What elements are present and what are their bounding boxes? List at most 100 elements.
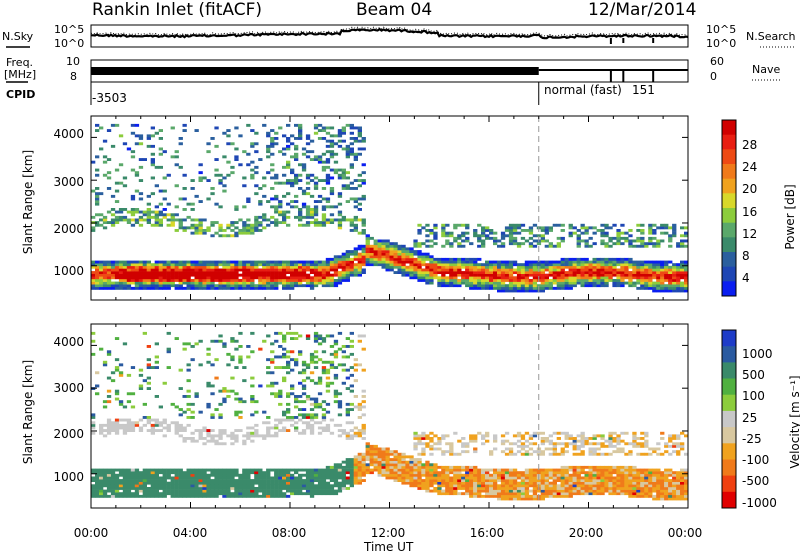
power-panel-cell <box>114 271 120 274</box>
velocity-panel-cell <box>612 437 617 440</box>
power-panel-cell <box>333 255 339 259</box>
velocity-panel-cell <box>580 492 585 496</box>
velocity-panel-cell <box>242 442 247 446</box>
power-panel-cell <box>580 263 585 267</box>
velocity-panel-cell <box>170 476 175 480</box>
power-panel-cell <box>640 271 645 274</box>
power-panel-cell <box>290 184 295 188</box>
power-panel-cell <box>234 265 239 269</box>
power-panel-cell <box>198 268 203 272</box>
velocity-panel-cell <box>385 450 390 454</box>
velocity-panel-cell <box>608 437 613 440</box>
velocity-panel-cell <box>290 484 295 488</box>
power-panel-cell <box>91 273 96 277</box>
velocity-panel-cell <box>178 492 183 496</box>
velocity-panel-cell <box>278 494 283 498</box>
power-cb-24: 24 <box>742 160 758 174</box>
velocity-panel-cell <box>166 471 171 475</box>
velocity-panel-cell <box>106 471 112 475</box>
power-panel-cell <box>552 276 557 280</box>
velocity-panel-cell <box>294 358 299 362</box>
power-panel-cell <box>166 173 171 177</box>
power-panel-cell <box>672 265 677 269</box>
power-panel-cell <box>305 181 311 185</box>
power-panel-cell <box>91 286 96 290</box>
velocity-panel-cell <box>429 439 434 443</box>
power-panel-cell <box>453 223 458 227</box>
velocity-panel-cell <box>102 471 108 475</box>
power-panel-cell <box>134 134 140 138</box>
power-panel-cell <box>142 286 147 290</box>
velocity-panel-cell <box>393 460 398 464</box>
velocity-panel-cell <box>329 476 335 480</box>
power-panel-cell <box>584 239 589 243</box>
power-panel-cell <box>349 252 354 256</box>
power-panel-cell <box>516 271 522 274</box>
power-panel-cell <box>600 231 605 235</box>
power-panel-cell <box>210 286 215 290</box>
power-panel-cell <box>612 284 617 288</box>
power-panel-cell <box>190 273 195 277</box>
power-panel-cell <box>489 286 494 290</box>
power-panel-cell <box>274 197 279 201</box>
power-panel-cell <box>138 197 144 201</box>
power-panel-cell <box>214 158 219 161</box>
power-panel-cell <box>608 239 613 243</box>
power-panel-cell <box>194 229 199 232</box>
power-panel-cell <box>246 226 251 230</box>
velocity-panel-cell <box>313 402 319 406</box>
power-panel-cell <box>365 239 370 243</box>
power-panel-cell <box>485 268 490 272</box>
velocity-panel-cell <box>481 481 486 485</box>
velocity-panel-cell <box>230 337 235 340</box>
power-panel-cell <box>421 242 426 246</box>
power-panel-cell <box>389 257 394 261</box>
velocity-panel-cell <box>325 368 331 372</box>
velocity-panel-cell <box>449 444 454 448</box>
velocity-panel-cell <box>445 473 450 477</box>
power-panel-cell <box>588 226 593 230</box>
power-panel-cell <box>190 286 195 290</box>
velocity-panel-cell <box>278 489 283 493</box>
power-panel-cell <box>449 281 454 285</box>
power-panel-cell <box>568 231 573 235</box>
power-panel-cell <box>349 223 354 227</box>
velocity-panel-cell <box>298 492 303 496</box>
power-panel-cell <box>596 284 601 288</box>
power-panel-cell <box>218 271 223 274</box>
power-panel-cell <box>373 244 378 248</box>
velocity-panel-cell <box>278 471 283 475</box>
power-panel-cell <box>441 281 446 285</box>
velocity-panel-cell <box>206 381 211 385</box>
power-panel-cell <box>612 223 617 227</box>
velocity-panel-cell <box>317 342 323 346</box>
power-panel-cell <box>210 192 215 196</box>
velocity-panel-cell <box>166 429 171 432</box>
velocity-panel-cell <box>461 473 466 477</box>
velocity-panel-cell <box>588 437 593 440</box>
velocity-panel-cell <box>258 468 263 472</box>
power-panel-cell <box>138 263 144 267</box>
velocity-panel-cell <box>309 471 315 475</box>
velocity-panel-cell <box>572 447 577 451</box>
velocity-panel-cell <box>600 468 605 472</box>
velocity-panel-cell <box>449 479 454 482</box>
power-panel-cell <box>664 289 669 293</box>
velocity-panel-cell <box>528 494 534 498</box>
power-panel-cell <box>174 265 179 269</box>
power-panel-cell <box>556 236 561 240</box>
velocity-panel-cell <box>620 450 625 454</box>
velocity-panel-cell <box>473 481 478 485</box>
velocity-panel-cell <box>214 489 219 493</box>
power-panel-cell <box>242 229 247 232</box>
velocity-panel-cell <box>91 421 96 425</box>
power-panel-cell <box>500 265 506 269</box>
velocity-panel-cell <box>437 479 442 482</box>
power-panel-cell <box>433 257 438 261</box>
velocity-panel-cell <box>409 455 414 459</box>
power-panel-cell <box>684 281 689 285</box>
velocity-panel-cell <box>401 468 406 472</box>
power-panel-cell <box>636 268 641 272</box>
power-panel-cell <box>596 268 601 272</box>
power-panel-cell <box>568 284 573 288</box>
